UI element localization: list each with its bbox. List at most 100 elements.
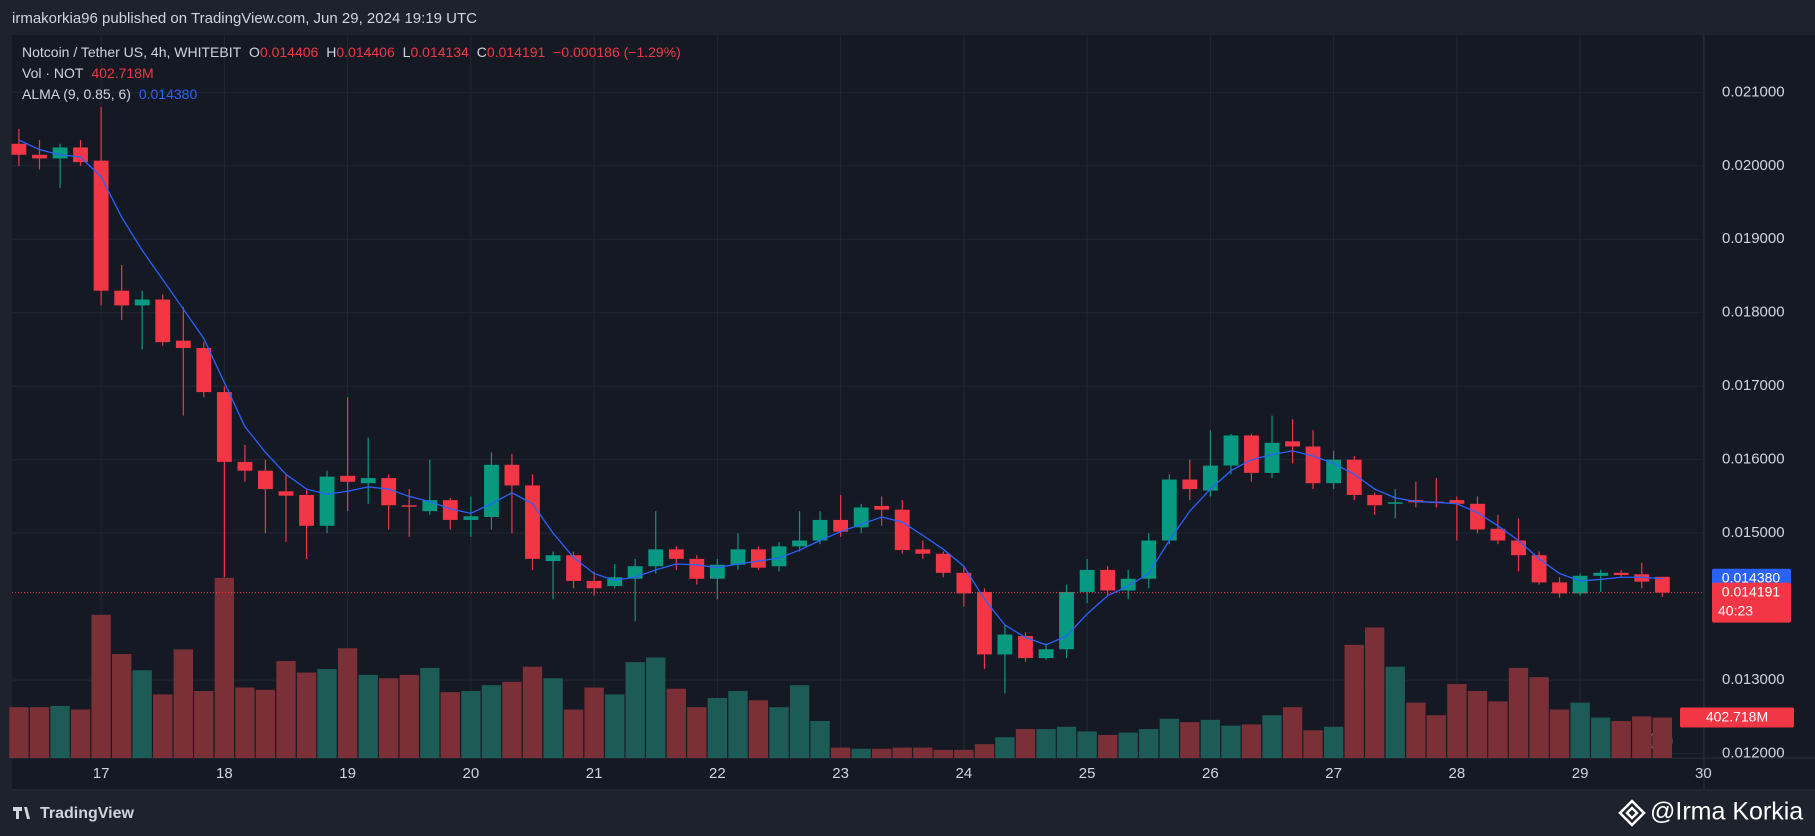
- candle-body: [442, 500, 458, 520]
- ohlc-letter: O: [249, 44, 260, 60]
- candle-body: [1038, 649, 1054, 659]
- x-tick-label: 30: [1695, 765, 1712, 782]
- candle-body: [1511, 540, 1526, 556]
- candle-body: [32, 154, 47, 159]
- candle-body: [894, 509, 910, 551]
- tradingview-logo: [13, 807, 30, 819]
- candle-body: [134, 299, 150, 306]
- volume-bar: [1200, 719, 1221, 758]
- volume-bar: [461, 691, 481, 758]
- x-tick-label: 28: [1449, 765, 1466, 782]
- volume-bar: [1508, 667, 1529, 758]
- volume-bar: [1015, 729, 1036, 758]
- last-price-tag: [1712, 582, 1791, 623]
- volume-bar: [378, 678, 399, 758]
- candle-body: [751, 549, 766, 568]
- volume-bar: [995, 737, 1015, 758]
- candle-body: [340, 475, 356, 482]
- volume-bar: [933, 749, 953, 758]
- volume-bar: [646, 657, 666, 758]
- x-tick-label: 19: [339, 765, 356, 782]
- plot-layer: [9, 35, 1704, 758]
- volume-bar: [1077, 731, 1097, 758]
- volume-bar: [440, 692, 460, 758]
- ohlc-letter: C: [476, 44, 487, 60]
- volume-bar: [399, 674, 419, 758]
- change-value: −0.000186 (−1.29%): [553, 44, 681, 60]
- y-tick-label: 0.013000: [1722, 671, 1785, 688]
- candle-body: [278, 491, 294, 496]
- candle-body: [381, 478, 397, 506]
- low-value: 0.014134: [410, 44, 469, 60]
- candle-body: [1387, 502, 1403, 504]
- candle-body: [648, 549, 664, 567]
- y-tick-label: 0.019000: [1722, 230, 1785, 247]
- volume-bar: [1549, 709, 1570, 758]
- volume-bar: [358, 674, 378, 758]
- candle-body: [977, 591, 992, 655]
- x-tick-label: 25: [1079, 765, 1096, 782]
- x-tick-label: 21: [586, 765, 603, 782]
- candle-body: [709, 564, 725, 579]
- volume-bar: [317, 669, 337, 758]
- volume-bar: [153, 694, 173, 758]
- volume-bar: [666, 688, 687, 758]
- candle-body: [1182, 479, 1198, 490]
- candle-body: [1059, 591, 1074, 650]
- candle-body: [689, 558, 705, 579]
- candle-body: [1449, 500, 1465, 504]
- y-tick-label: 0.018000: [1722, 304, 1785, 321]
- volume-bar: [1570, 702, 1590, 758]
- volume-bar: [728, 691, 748, 758]
- x-tick-label: 22: [709, 765, 726, 782]
- volume-bar: [1488, 701, 1508, 758]
- legend-ohlc: Notcoin / Tether US, 4h, WHITEBIT O0.014…: [22, 44, 685, 60]
- volume-bar: [974, 744, 995, 758]
- watermark: @Irma Korkia: [1650, 798, 1803, 826]
- candle-body: [1613, 572, 1629, 576]
- volume-bar: [296, 672, 317, 758]
- volume-bar: [1118, 732, 1138, 758]
- volume-bar: [1241, 724, 1262, 758]
- candle-body: [1264, 442, 1280, 473]
- candle-body: [114, 290, 130, 306]
- x-tick-label: 29: [1572, 765, 1589, 782]
- volume-bar: [687, 707, 707, 758]
- volume-tag-label: 402.718M: [1706, 708, 1768, 724]
- x-tick-label: 17: [93, 765, 110, 782]
- volume-bar: [91, 614, 111, 758]
- candle-body: [73, 147, 88, 163]
- candle-body: [237, 461, 253, 471]
- volume-bar: [1262, 715, 1282, 758]
- candle-body: [155, 299, 171, 343]
- y-tick-label: 0.021000: [1722, 83, 1785, 100]
- volume-bar: [1385, 666, 1405, 758]
- y-tick-label: 0.016000: [1722, 451, 1785, 468]
- volume-bar: [810, 721, 830, 758]
- candle-body: [257, 470, 273, 490]
- x-tick-label: 26: [1202, 765, 1219, 782]
- price-axis-background: [1704, 35, 1815, 790]
- alma-value: 0.014380: [138, 86, 198, 102]
- candle-body: [997, 634, 1013, 655]
- candle-body: [175, 340, 191, 349]
- volume-bar: [605, 694, 625, 758]
- candle-body: [1285, 441, 1300, 447]
- volume-bar: [1344, 644, 1364, 758]
- volume-bar: [1632, 716, 1652, 758]
- volume-bar: [50, 705, 70, 758]
- volume-bar: [1426, 715, 1446, 758]
- candle-body: [792, 540, 807, 547]
- volume-bar: [522, 666, 543, 758]
- x-tick-label: 18: [216, 765, 233, 782]
- volume-bar: [235, 687, 255, 758]
- volume-bar: [1303, 730, 1323, 758]
- volume-bar: [748, 700, 769, 758]
- volume-bar: [625, 662, 645, 758]
- candle-body: [771, 546, 787, 567]
- alma-line: [18, 139, 1663, 646]
- volume-bar: [1098, 734, 1118, 758]
- candle-body: [1202, 465, 1218, 491]
- volume-bar: [1406, 702, 1426, 758]
